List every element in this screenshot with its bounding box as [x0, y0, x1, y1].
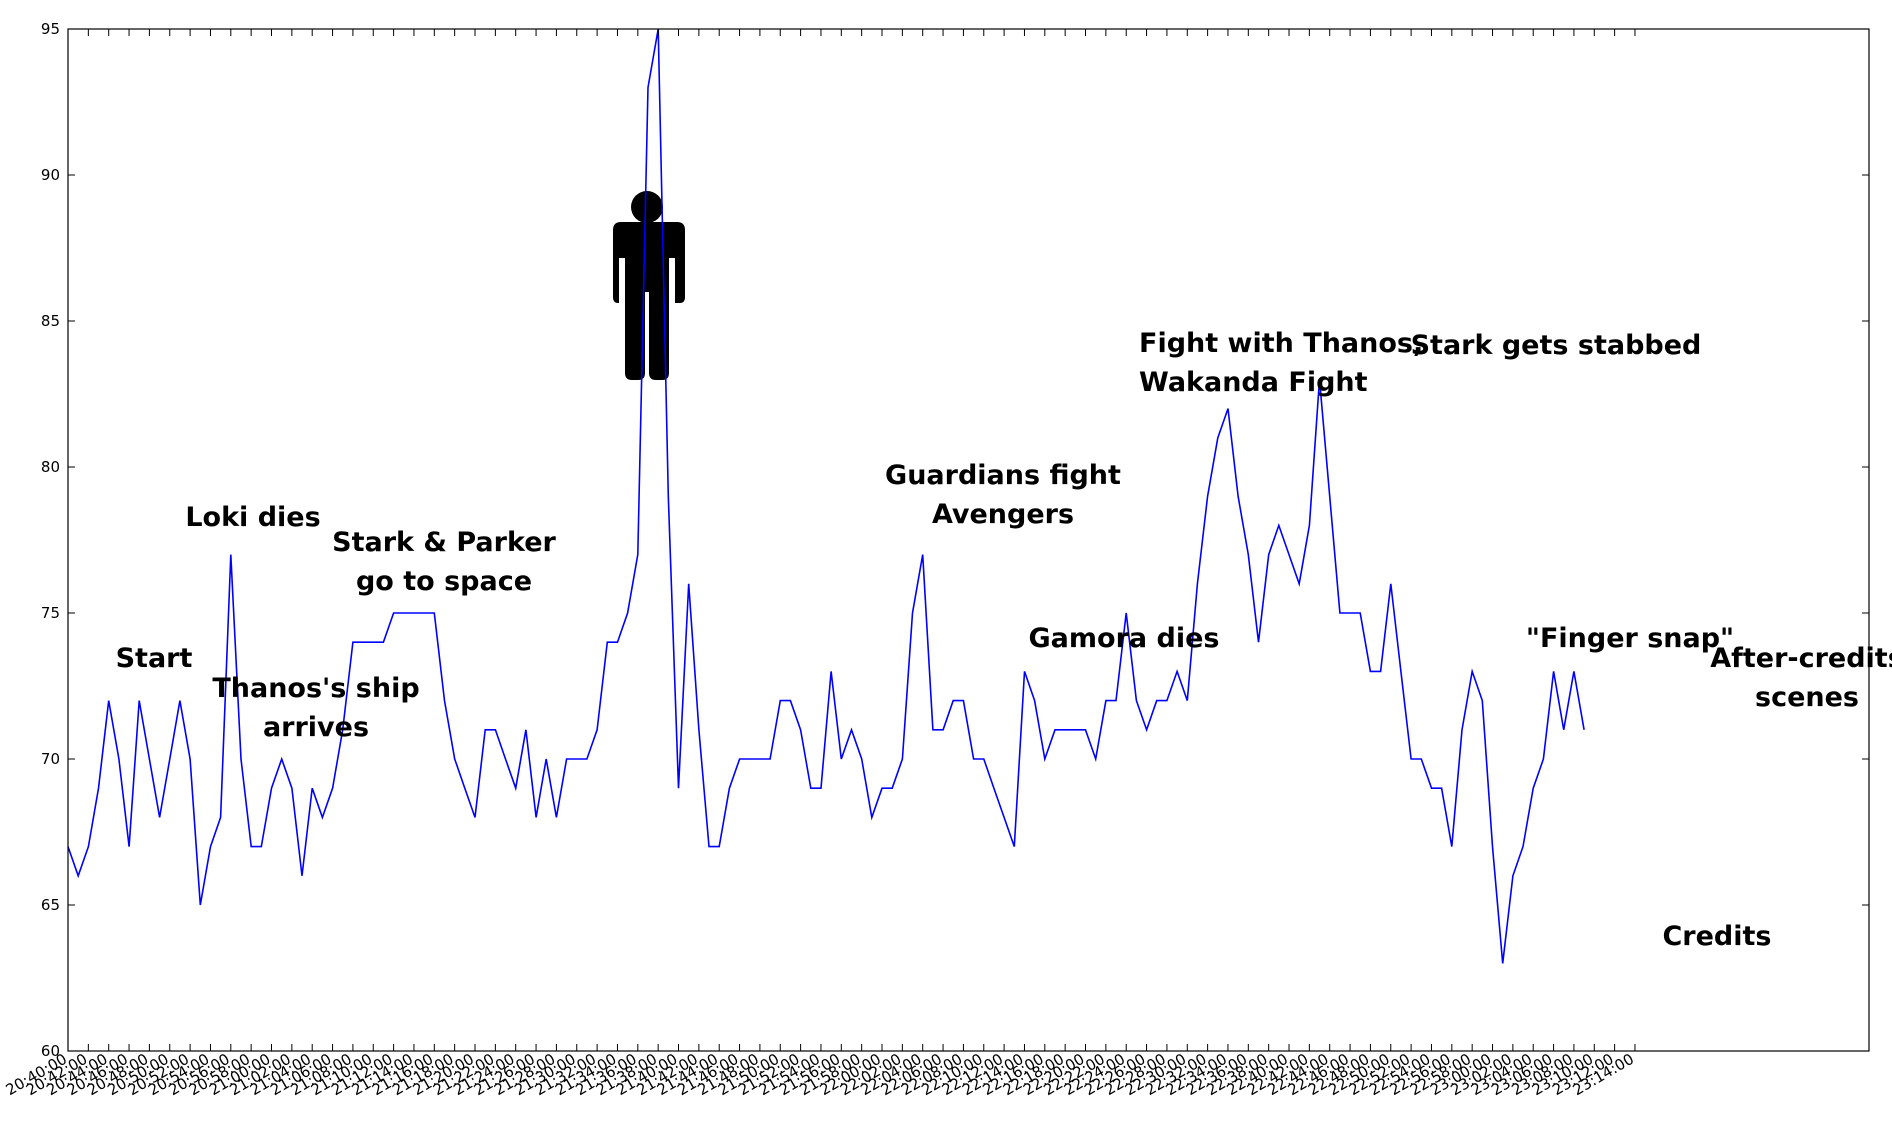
annotation-label: Stark & Parker — [332, 527, 556, 558]
y-tick-label: 60 — [41, 1042, 60, 1060]
annotation-label: go to space — [356, 566, 532, 597]
y-tick-label: 85 — [41, 312, 60, 330]
ticks: 606570758085909520:40:0020:42:0020:44:00… — [3, 20, 1869, 1099]
annotation-label: After-credits — [1710, 643, 1892, 674]
annotation-label: Avengers — [932, 499, 1074, 530]
annotation-label: Thanos's ship — [212, 673, 419, 704]
annotation-label: Stark gets stabbed — [1411, 330, 1702, 361]
plot-frame — [67, 28, 1870, 1052]
person-silhouette-icon — [613, 191, 685, 380]
y-tick-label: 80 — [41, 458, 60, 476]
annotation-label: Credits — [1662, 921, 1771, 952]
series-line-0 — [67, 28, 1585, 964]
annotation-label: Loki dies — [185, 502, 320, 533]
annotation-label: Start — [116, 643, 193, 674]
annotation-label: Guardians fight — [885, 460, 1121, 491]
y-tick-label: 95 — [41, 20, 60, 38]
data-series — [67, 28, 1585, 964]
annotations: Start Loki dies Thanos's ship arrives Stark … — [116, 328, 1892, 952]
y-tick-label: 90 — [41, 166, 60, 184]
annotation-label: scenes — [1755, 682, 1859, 713]
annotation-label: Gamora dies — [1029, 623, 1220, 654]
annotation-label: Wakanda Fight — [1139, 367, 1368, 398]
axes — [67, 28, 1870, 1052]
y-tick-label: 65 — [41, 896, 60, 914]
annotation-label: "Finger snap" — [1526, 623, 1734, 654]
annotation-label: arrives — [263, 712, 369, 743]
y-tick-label: 75 — [41, 604, 60, 622]
annotation-label: Fight with Thanos, — [1139, 328, 1423, 359]
y-tick-label: 70 — [41, 750, 60, 768]
